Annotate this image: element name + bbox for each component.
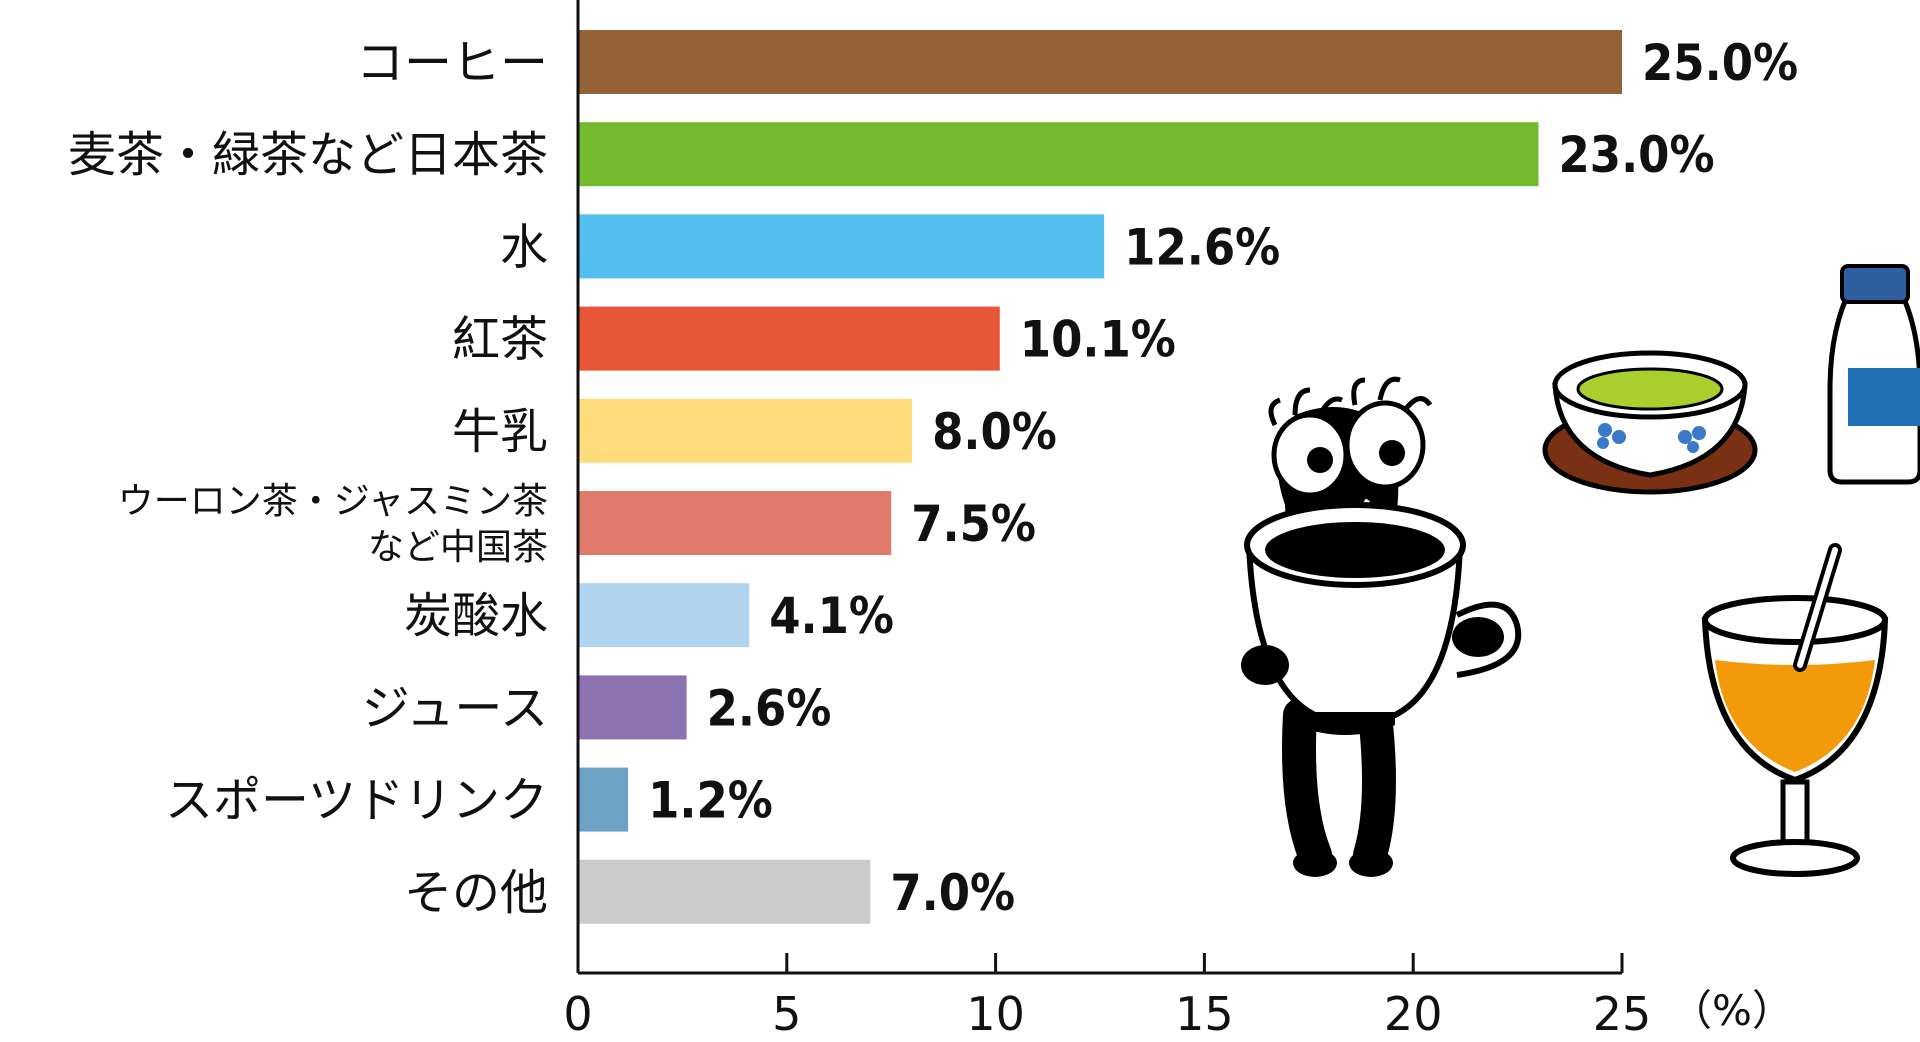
category-label: 麦茶・緑茶など日本茶 (68, 127, 548, 183)
juice-glass-icon (1701, 543, 1889, 877)
bar (578, 675, 687, 740)
axes-group (576, 0, 1622, 975)
x-tick-label: 10 (966, 987, 1025, 1041)
x-tick-label: 0 (563, 987, 592, 1041)
bar (578, 214, 1105, 279)
bar (578, 30, 1622, 94)
value-labels: 25.0% 23.0% 12.6% 10.1% 8.0% 7.5% 4.1% 2.6% 1.2%… (648, 34, 1798, 922)
value-label: 2.6% (707, 679, 832, 737)
value-label: 8.0% (932, 403, 1057, 461)
category-label: コーヒー (356, 35, 548, 91)
teacup-icon (1542, 350, 1758, 495)
character-with-coffee-cup-icon (1241, 376, 1522, 877)
value-label: 7.0% (890, 864, 1015, 922)
category-label: ジュース (362, 680, 548, 736)
category-label: 紅茶 (452, 312, 548, 368)
bar (578, 398, 913, 463)
bar (578, 859, 871, 924)
value-label: 25.0% (1642, 34, 1798, 92)
category-label: 水 (500, 219, 548, 275)
x-tick-label: 15 (1175, 987, 1234, 1041)
value-label: 4.1% (769, 587, 894, 645)
value-label: 23.0% (1558, 126, 1714, 184)
bar (578, 767, 629, 832)
x-tick-label: 20 (1384, 987, 1443, 1041)
value-label: 7.5% (911, 495, 1036, 553)
category-label: その他 (404, 865, 548, 921)
category-label: など中国茶 (368, 527, 548, 568)
x-ticks: 0 5 10 15 20 25 (563, 953, 1651, 1041)
category-label: ウーロン茶・ジャスミン茶 (118, 481, 548, 522)
value-label: 12.6% (1124, 218, 1280, 276)
value-label: 1.2% (648, 772, 773, 830)
bar (578, 491, 892, 555)
category-labels: コーヒー麦茶・緑茶など日本茶水紅茶牛乳ウーロン茶・ジャスミン茶など中国茶炭酸水ジ… (68, 35, 548, 921)
value-label: 10.1% (1020, 311, 1176, 369)
x-tick-label: 5 (772, 987, 801, 1041)
bar (578, 306, 1000, 371)
category-label: 牛乳 (452, 404, 548, 460)
bars-group (578, 30, 1622, 924)
x-tick-label: 25 (1593, 987, 1652, 1041)
bar (578, 122, 1539, 187)
bar (578, 583, 750, 648)
category-label: スポーツドリンク (165, 773, 548, 829)
milk-bottle-icon (1827, 264, 1920, 485)
x-unit-label: （%） (1670, 986, 1794, 1035)
category-label: 炭酸水 (404, 588, 548, 644)
